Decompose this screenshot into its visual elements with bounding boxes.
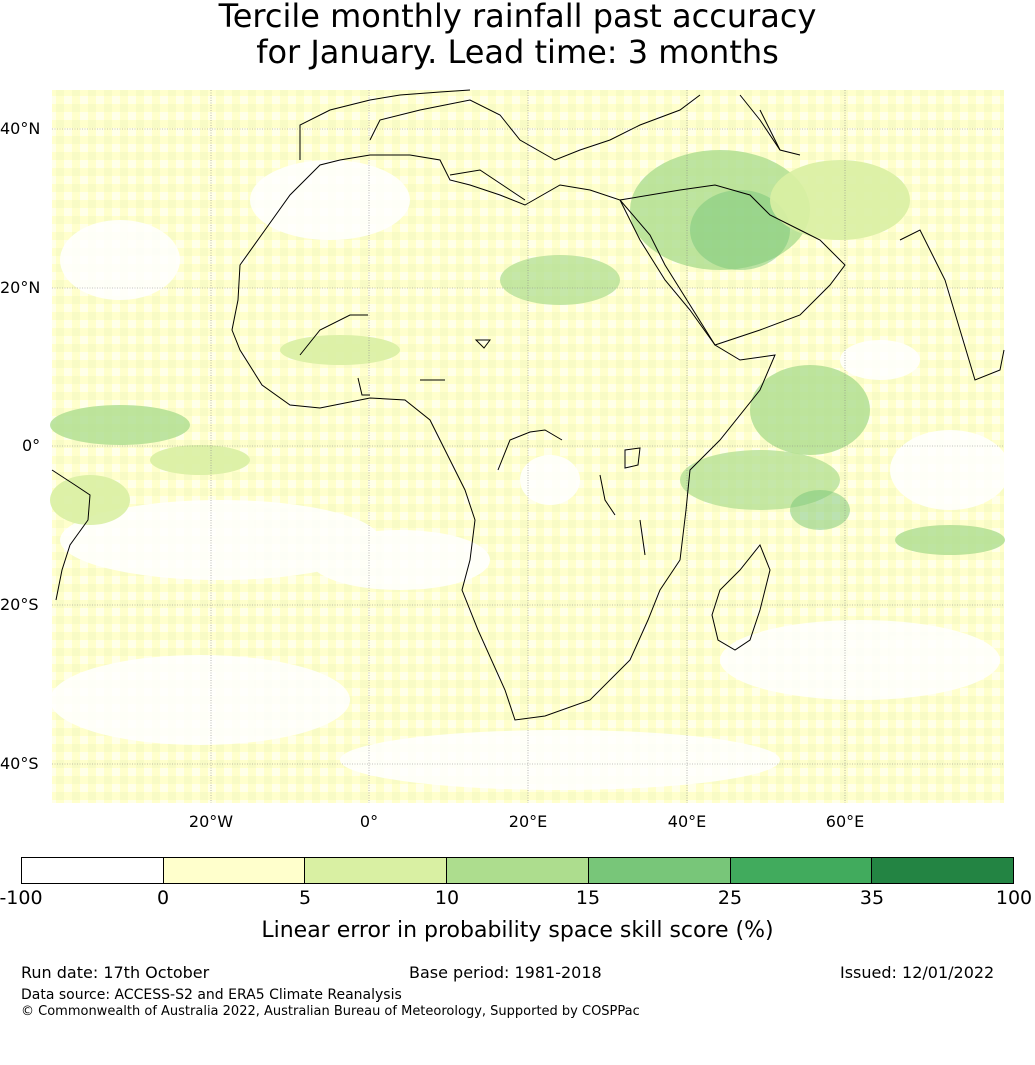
- lon-label-20w: 20°W: [188, 812, 234, 831]
- colorbar-segment: [22, 858, 164, 883]
- coastlines: [51, 89, 1005, 721]
- lat-label-40s: 40°S: [0, 754, 39, 773]
- lat-label-0: 0°: [22, 436, 41, 455]
- map-title-line2: for January. Lead time: 3 months: [256, 33, 779, 71]
- run-date: Run date: 17th October: [21, 963, 210, 982]
- colorbar-tick: 35: [859, 887, 885, 909]
- colorbar-tick: 100: [995, 887, 1033, 909]
- colorbar-tick: 0: [156, 887, 170, 909]
- colorbar-segment: [163, 858, 306, 883]
- copyright: © Commonwealth of Australia 2022, Austra…: [21, 1004, 640, 1019]
- lon-label-40e: 40°E: [667, 812, 707, 831]
- lat-label-20s: 20°S: [0, 595, 39, 614]
- skill-map: [50, 89, 1010, 803]
- lon-label-0: 0°: [359, 812, 379, 831]
- colorbar-label: Linear error in probability space skill …: [261, 918, 774, 943]
- low-skill-areas: [50, 160, 1010, 790]
- map-title-line1: Tercile monthly rainfall past accuracy: [218, 0, 817, 35]
- data-source: Data source: ACCESS-S2 and ERA5 Climate …: [21, 987, 402, 1003]
- colorbar-segment: [588, 858, 731, 883]
- base-period: Base period: 1981-2018: [409, 963, 602, 982]
- colorbar: [21, 857, 1014, 884]
- colorbar-segment: [872, 858, 1014, 883]
- gridlines: [52, 90, 1004, 803]
- colorbar-segment: [447, 858, 589, 883]
- high-skill-areas: [50, 150, 1005, 555]
- lat-label-40n: 40°N: [0, 119, 41, 138]
- colorbar-tick: -100: [0, 887, 43, 909]
- lon-label-60e: 60°E: [825, 812, 865, 831]
- issued-date: Issued: 12/01/2022: [840, 963, 995, 982]
- lat-label-20n: 20°N: [0, 278, 41, 297]
- colorbar-tick: 15: [575, 887, 601, 909]
- colorbar-tick: 5: [298, 887, 312, 909]
- colorbar-tick: 25: [717, 887, 743, 909]
- colorbar-segment: [730, 858, 873, 883]
- lon-label-20e: 20°E: [508, 812, 548, 831]
- colorbar-tick: 10: [434, 887, 460, 909]
- colorbar-segment: [305, 858, 448, 883]
